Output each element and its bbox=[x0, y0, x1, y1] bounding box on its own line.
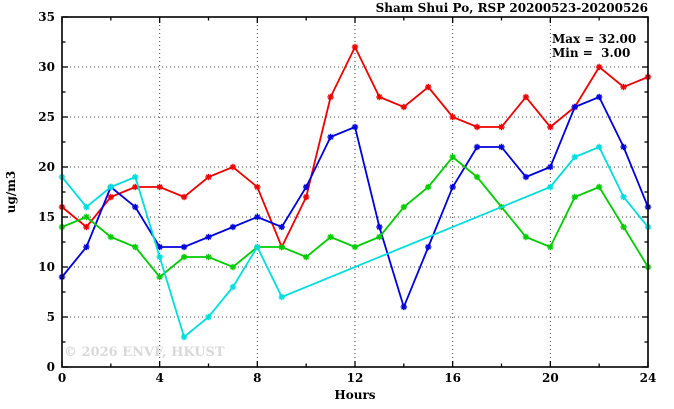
svg-text:4: 4 bbox=[155, 371, 163, 385]
svg-text:30: 30 bbox=[38, 60, 55, 74]
svg-text:16: 16 bbox=[444, 371, 461, 385]
svg-text:10: 10 bbox=[38, 260, 55, 274]
svg-text:24: 24 bbox=[640, 371, 657, 385]
plot-border bbox=[61, 16, 649, 368]
svg-text:20: 20 bbox=[542, 371, 559, 385]
series-day-20200524-blue bbox=[58, 93, 652, 311]
min-value-label: Min = 3.00 bbox=[552, 46, 630, 60]
svg-text:0: 0 bbox=[58, 371, 66, 385]
svg-text:35: 35 bbox=[38, 10, 55, 24]
y-tick-labels: 0 5 10 15 20 25 30 35 bbox=[38, 10, 55, 374]
watermark: © 2026 ENVF, HKUST bbox=[64, 345, 225, 360]
svg-text:8: 8 bbox=[253, 371, 261, 385]
svg-text:15: 15 bbox=[38, 210, 55, 224]
svg-text:20: 20 bbox=[38, 160, 55, 174]
x-axis-label: Hours bbox=[334, 388, 375, 402]
x-tick-labels: 0 4 8 12 16 20 24 bbox=[58, 371, 657, 385]
max-value-label: Max = 32.00 bbox=[552, 32, 636, 46]
svg-text:12: 12 bbox=[347, 371, 364, 385]
series-markers bbox=[58, 93, 652, 311]
svg-text:0: 0 bbox=[47, 360, 55, 374]
y-axis-label: ug/m3 bbox=[4, 171, 18, 214]
chart-title: Sham Shui Po, RSP 20200523-20200526 bbox=[376, 1, 648, 15]
svg-text:5: 5 bbox=[47, 310, 55, 324]
svg-text:25: 25 bbox=[38, 110, 55, 124]
